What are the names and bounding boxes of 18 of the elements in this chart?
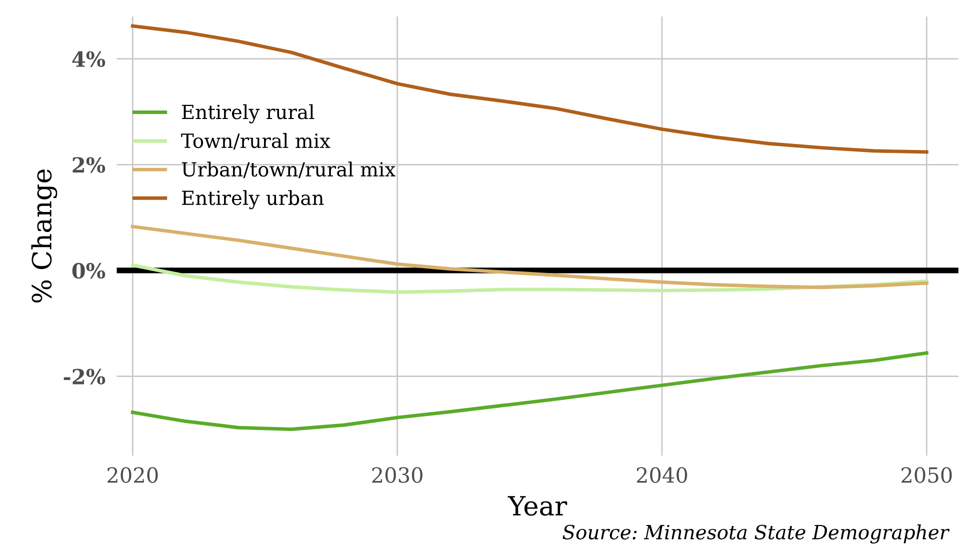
y-tick-label: -2% <box>64 368 106 385</box>
source-note: Source: Minnesota State Demographer <box>562 524 950 544</box>
x-axis-title: Year <box>508 496 568 516</box>
y-tick-label: 2% <box>72 157 106 173</box>
x-tick-label: 2030 <box>372 467 422 483</box>
legend-label: Entirely urban <box>182 190 324 210</box>
legend-label: Entirely rural <box>182 104 314 124</box>
line-series <box>130 351 928 431</box>
legend-label: Urban/town/rural mix <box>182 162 396 178</box>
line-series <box>130 24 928 154</box>
x-tick-label: 2050 <box>902 467 952 483</box>
y-tick-label: 0% <box>72 262 106 279</box>
x-tick-label: 2040 <box>636 467 688 483</box>
legend-label: Town/rural mix <box>181 133 330 150</box>
line-series <box>130 224 928 290</box>
y-tick-label: 4% <box>72 51 106 68</box>
x-tick-label: 2020 <box>108 467 158 483</box>
y-axis-title: % Change <box>31 169 58 303</box>
